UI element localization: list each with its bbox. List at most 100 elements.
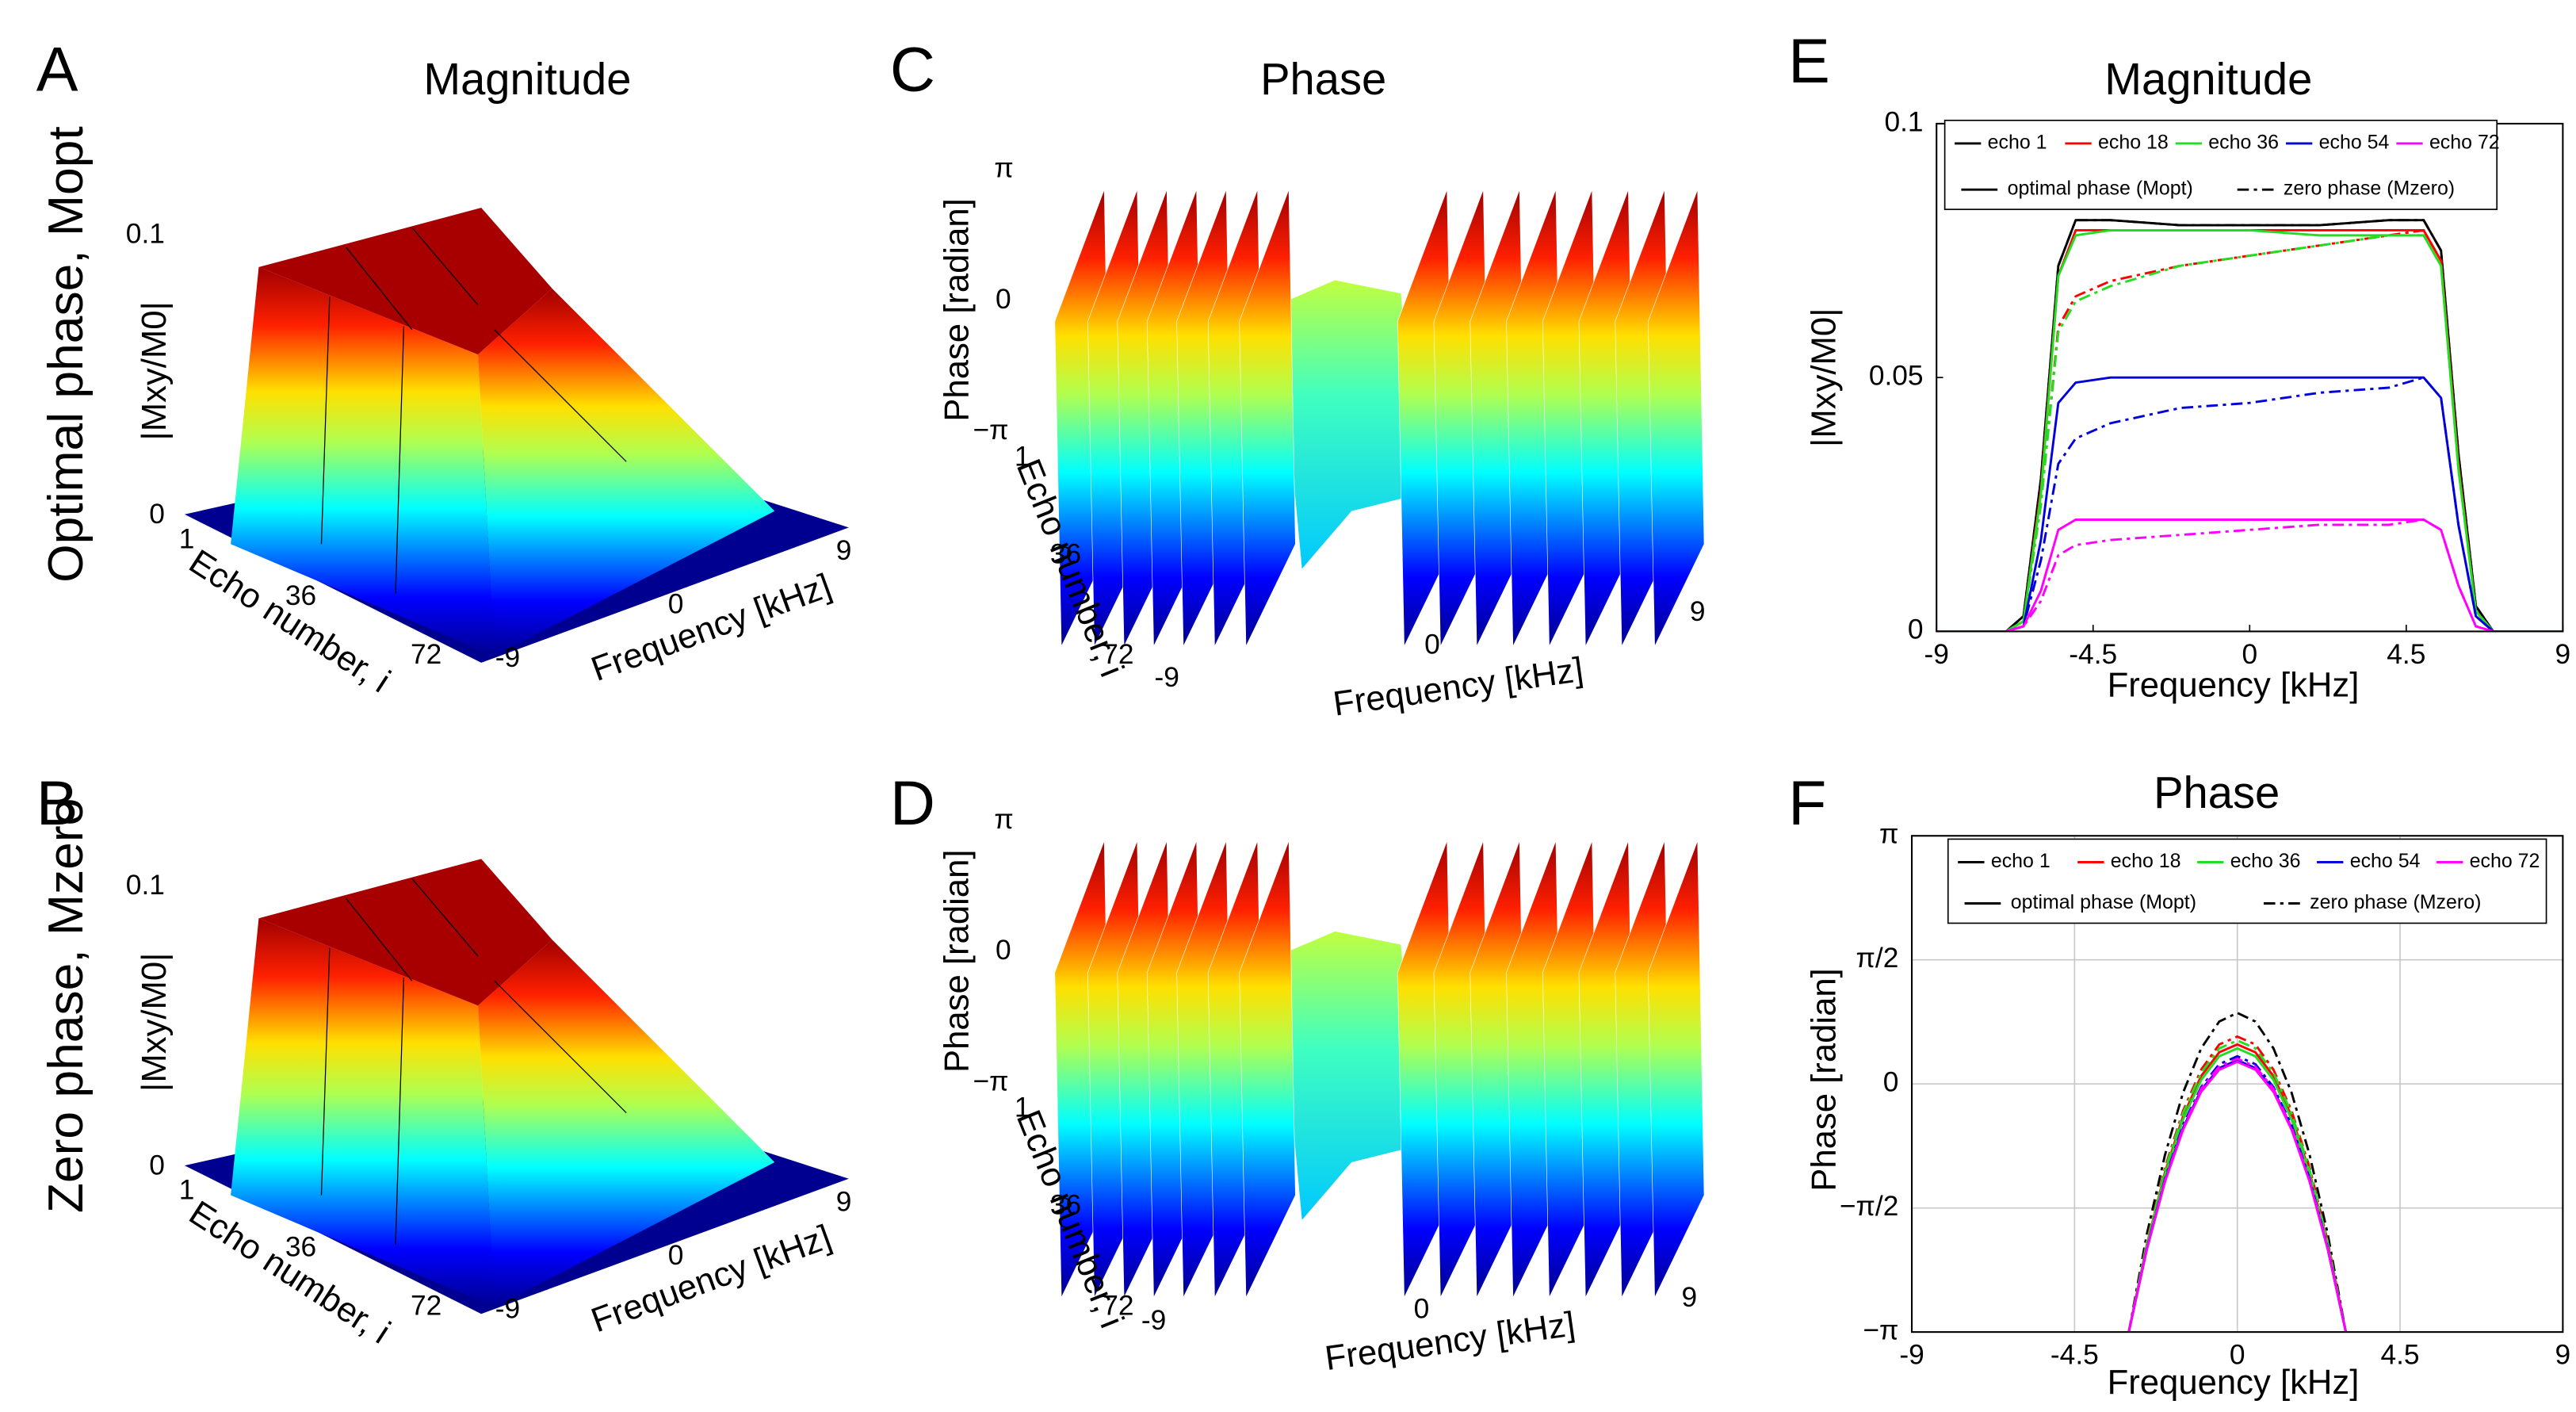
z-tick-label: 0 — [996, 284, 1011, 315]
surface-contour — [411, 227, 479, 306]
series-line — [1936, 376, 2563, 632]
echo-tick-label: 72 — [411, 1290, 441, 1321]
panel-letter: D — [890, 767, 935, 838]
echo-tick-label: 1 — [1015, 441, 1030, 472]
series-line — [2127, 1011, 2348, 1333]
y-tick-label: 0.1 — [1884, 106, 1923, 137]
legend-label: optimal phase (Mopt) — [2008, 178, 2193, 200]
x-tick-label: 0 — [2230, 1340, 2245, 1371]
panel-title: Magnitude — [2104, 54, 2312, 104]
surface-contour — [320, 947, 331, 1196]
series-line — [1936, 234, 2563, 632]
panel-letter: C — [890, 33, 935, 104]
panel-title: Magnitude — [423, 54, 631, 104]
z-tick-label: −π — [973, 415, 1009, 446]
x-tick-label: 9 — [1690, 596, 1706, 627]
legend-label: echo 36 — [2230, 850, 2301, 872]
y-axis-label: Phase [radian] — [1804, 968, 1843, 1192]
z-tick-label: 0.1 — [126, 870, 165, 901]
x-tick-label: 4.5 — [2380, 1340, 2419, 1371]
legend-label: echo 72 — [2429, 132, 2500, 154]
legend-box — [1943, 119, 2498, 210]
series-line — [1936, 518, 2563, 632]
x-tick-label: 0 — [668, 1240, 684, 1271]
x-tick-label: -9 — [1154, 662, 1179, 693]
legend-label: zero phase (Mzero) — [2310, 891, 2481, 913]
z-tick-label: 0 — [149, 499, 165, 530]
surface-arch — [1277, 280, 1418, 569]
surface-contour — [411, 878, 479, 957]
legend-label: echo 18 — [2111, 850, 2181, 872]
echo-tick-label: 36 — [1050, 1190, 1081, 1221]
surface-contour — [346, 247, 413, 331]
surface-arch — [1277, 931, 1418, 1220]
x-tick-label: -4.5 — [2069, 639, 2117, 670]
x-axis-label: Frequency [kHz] — [1323, 1304, 1578, 1378]
surface-contour — [320, 297, 331, 545]
x-axis-label: Frequency [kHz] — [2108, 666, 2360, 705]
z-tick-label: π — [994, 153, 1013, 184]
legend-label: zero phase (Mzero) — [2284, 178, 2455, 200]
echo-tick-label: 36 — [285, 580, 316, 611]
z-tick-label: π — [994, 804, 1013, 835]
surface-sheet — [1648, 189, 1705, 647]
legend-label: echo 72 — [2470, 850, 2540, 872]
x-tick-label: -9 — [1899, 1340, 1924, 1371]
plot-frame — [1910, 835, 2564, 1334]
surface-top — [258, 208, 552, 355]
panel-letter: A — [36, 33, 78, 104]
surface-contour — [395, 978, 405, 1245]
row-label: Zero phase, Mzero — [39, 798, 94, 1214]
z-tick-label: 0 — [149, 1150, 165, 1181]
x-tick-label: 0 — [668, 589, 684, 620]
z-axis-label: |Mxy/M0| — [135, 301, 174, 440]
legend-label: echo 18 — [2098, 132, 2169, 154]
x-tick-label: 0 — [1424, 629, 1440, 660]
surface-sheet — [1239, 189, 1296, 647]
surface-contour — [346, 897, 413, 982]
x-tick-label: -4.5 — [2050, 1340, 2099, 1371]
x-axis-label: Frequency [kHz] — [1331, 650, 1586, 724]
y-tick-label: π/2 — [1856, 943, 1899, 974]
surface-slope — [478, 288, 775, 656]
surface-front — [231, 918, 495, 1307]
z-axis-label: Phase [radian] — [938, 198, 977, 422]
legend-label: echo 36 — [2208, 132, 2279, 154]
legend-label: echo 54 — [2350, 850, 2421, 872]
y-tick-label: −π/2 — [1840, 1191, 1898, 1222]
x-tick-label: 0 — [2242, 639, 2257, 670]
y-tick-label: π — [1879, 819, 1898, 850]
legend-label: echo 54 — [2319, 132, 2390, 154]
series-line — [1936, 376, 2563, 632]
x-tick-label: 0 — [1414, 1293, 1430, 1324]
echo-tick-label: 1 — [179, 523, 195, 554]
x-tick-label: -9 — [1141, 1305, 1166, 1336]
series-line — [2127, 1039, 2348, 1333]
panel-title: Phase — [2154, 767, 2280, 817]
panel-letter: B — [36, 767, 78, 838]
surface-slope — [478, 939, 775, 1307]
panel-letter: F — [1788, 767, 1826, 838]
z-tick-label: 0.1 — [126, 219, 165, 250]
y-tick-label: −π — [1863, 1314, 1898, 1345]
legend-label: echo 1 — [1991, 850, 2050, 872]
legend-box — [1947, 838, 2547, 924]
y-axis-label: |Mxy/M0| — [1804, 308, 1843, 446]
x-tick-label: 4.5 — [2387, 639, 2425, 670]
surface-contour — [494, 329, 627, 462]
series-line — [1936, 518, 2563, 632]
surface-sheet — [1239, 840, 1296, 1298]
z-tick-label: −π — [973, 1066, 1009, 1096]
echo-tick-label: 1 — [1015, 1092, 1030, 1123]
surface-front — [231, 266, 495, 656]
echo-tick-label: 72 — [1103, 639, 1133, 670]
echo-tick-label: 1 — [179, 1175, 195, 1206]
y-tick-label: 0 — [1908, 614, 1924, 645]
surface-top — [258, 859, 552, 1006]
row-label: Optimal phase, Mopt — [39, 126, 94, 583]
x-tick-label: 9 — [1681, 1282, 1697, 1313]
x-tick-label: 9 — [2555, 1340, 2571, 1371]
panel-title: Phase — [1260, 54, 1386, 104]
surface-contour — [395, 326, 405, 594]
